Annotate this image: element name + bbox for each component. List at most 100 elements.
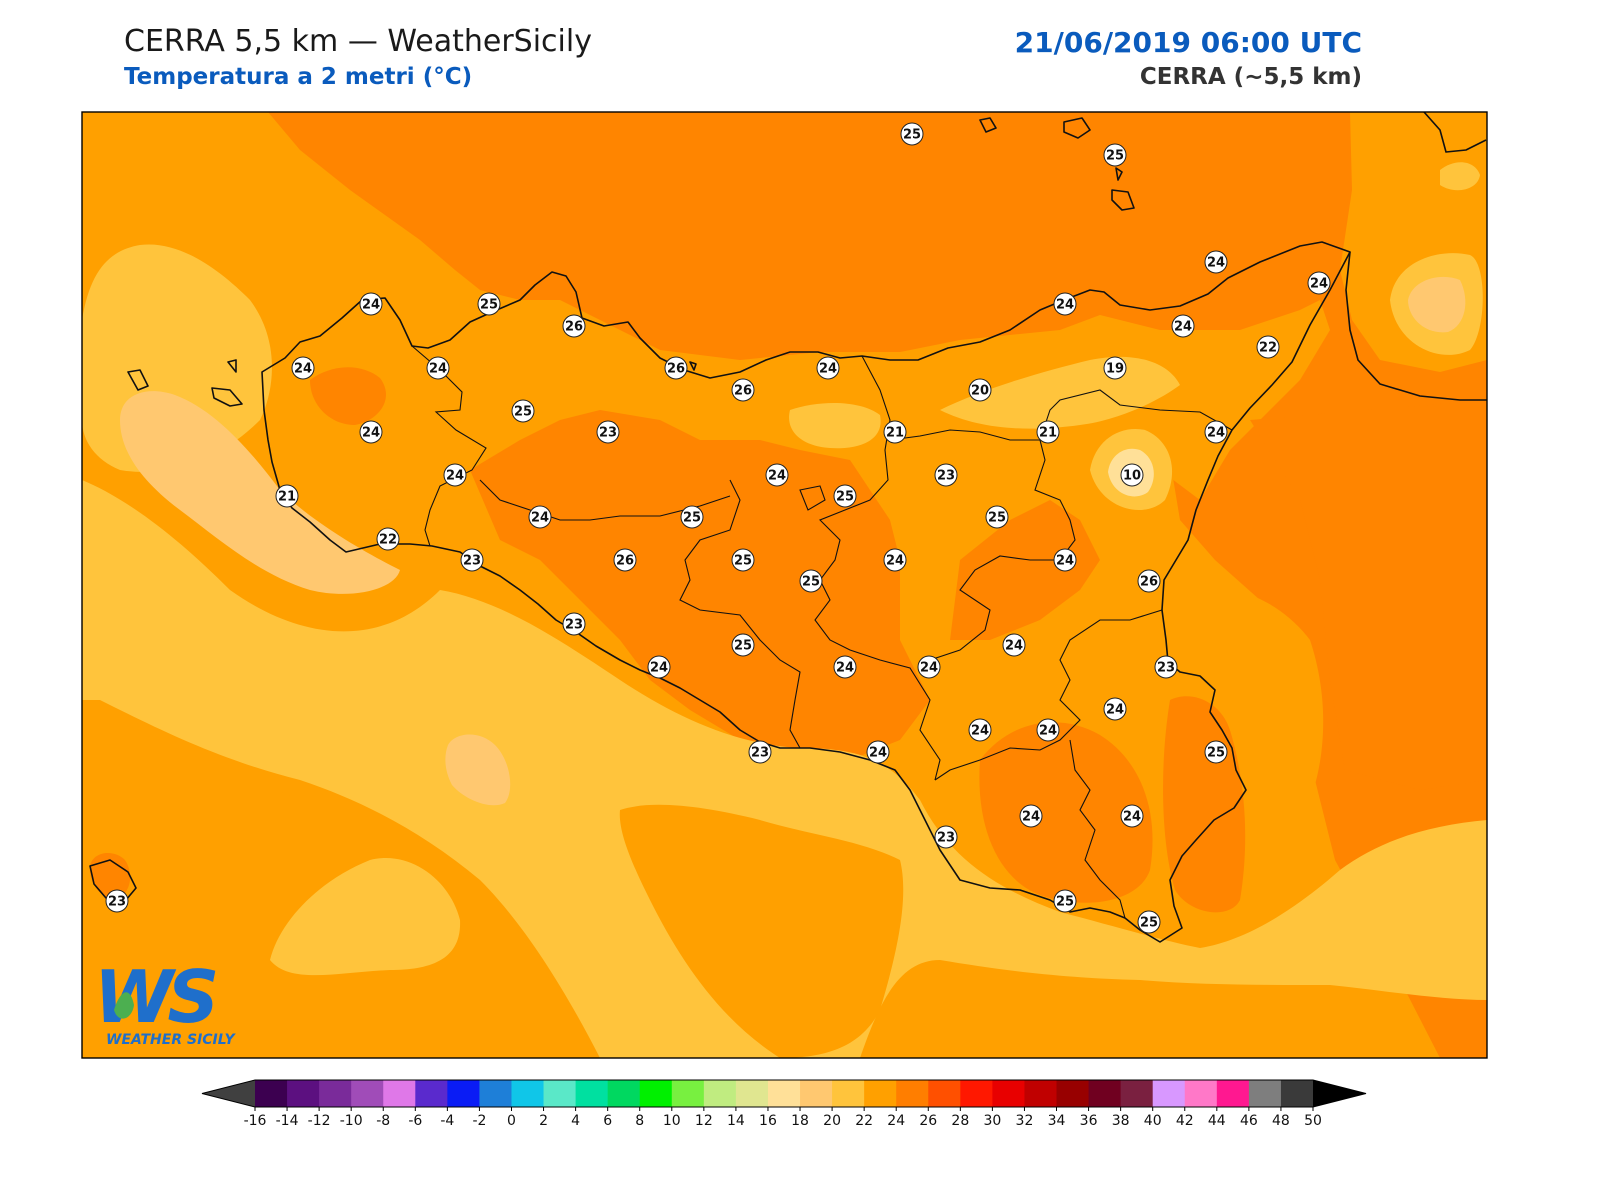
colorbar-tick-label: 8 (635, 1113, 644, 1129)
border-small-enclave (799, 485, 826, 511)
station-circle (1103, 697, 1127, 721)
station-value: 24 (1056, 554, 1074, 569)
colorbar-swatch (1248, 1080, 1282, 1107)
station-value: 24 (1106, 703, 1124, 718)
calabria-coast (1345, 112, 1487, 401)
station-circle (1103, 143, 1127, 167)
malta-island (89, 859, 137, 901)
colorbar-tick-label: 28 (951, 1113, 969, 1129)
station-value: 23 (565, 618, 583, 633)
station-marker: 24 (866, 740, 890, 764)
station-value: 24 (1207, 256, 1225, 271)
colorbar-tick-label: -10 (340, 1113, 363, 1129)
colorbar-swatch (992, 1080, 1026, 1107)
colorbar-swatch (864, 1080, 897, 1107)
station-value: 24 (1039, 724, 1057, 739)
station-circle (647, 655, 671, 679)
station-marker: 25 (511, 399, 535, 423)
station-marker: 24 (968, 718, 992, 742)
sicily-coastline (261, 241, 1351, 943)
station-value: 24 (362, 298, 380, 313)
colorbar-swatch (1024, 1080, 1058, 1107)
station-value: 25 (734, 554, 752, 569)
field-interior-east-24 (950, 500, 1100, 640)
coastline-layer (89, 112, 1487, 943)
field-interior-24 (470, 410, 930, 760)
station-value: 24 (819, 362, 837, 377)
colorbar-tick-label: 42 (1176, 1113, 1194, 1129)
colorbar-swatch (1184, 1080, 1218, 1107)
colorbar-swatch (832, 1080, 865, 1107)
station-marker: 23 (934, 463, 958, 487)
station-circle (1019, 804, 1043, 828)
colorbar-swatch (767, 1080, 801, 1107)
border-messina-catania (1039, 389, 1233, 441)
station-circle (1053, 292, 1077, 316)
station-value: 23 (1157, 661, 1175, 676)
station-value: 23 (937, 469, 955, 484)
field-west-sea-18 (120, 391, 400, 594)
station-circle (917, 655, 941, 679)
station-value: 24 (836, 661, 854, 676)
station-circle (275, 484, 299, 508)
station-circle (833, 655, 857, 679)
station-value: 25 (480, 298, 498, 313)
colorbar-swatch (1056, 1080, 1090, 1107)
station-value: 25 (734, 639, 752, 654)
colorbar-tick-label: -12 (308, 1113, 331, 1129)
station-marker: 23 (460, 548, 484, 572)
logo-monogram: WS (94, 955, 215, 1039)
colorbar-tick-label: 44 (1208, 1113, 1226, 1129)
station-value: 25 (514, 405, 532, 420)
colorbar-swatch (447, 1080, 481, 1107)
station-marker: 24 (1053, 292, 1077, 316)
station-marker: 23 (596, 420, 620, 444)
station-value: 26 (616, 554, 634, 569)
station-circle (460, 548, 484, 572)
colorbar-tick-label: -6 (408, 1113, 422, 1129)
station-circle (1204, 250, 1228, 274)
station-marker: 23 (1154, 655, 1178, 679)
station-marker: 24 (1171, 314, 1195, 338)
field-west-20 (789, 403, 881, 449)
station-marker: 21 (883, 420, 907, 444)
station-value: 20 (971, 384, 989, 399)
station-value: 22 (379, 533, 397, 548)
field-ne-top-20 (1440, 162, 1480, 191)
model-label: CERRA (~5,5 km) (1139, 64, 1362, 90)
colorbar-swatch (255, 1080, 288, 1107)
station-circle (934, 825, 958, 849)
colorbar-swatch (511, 1080, 545, 1107)
station-value: 23 (599, 426, 617, 441)
station-value: 24 (1005, 639, 1023, 654)
station-marker: 24 (426, 356, 450, 380)
station-value: 25 (1207, 746, 1225, 761)
station-circle (1137, 910, 1161, 934)
field-south-sea-18 (445, 734, 511, 806)
field-malta-24 (89, 853, 131, 900)
station-value: 21 (278, 490, 296, 505)
station-marker: 24 (359, 420, 383, 444)
station-marker: 25 (731, 548, 755, 572)
colorbar-swatch (1120, 1080, 1154, 1107)
station-marker: 26 (731, 378, 755, 402)
colorbar-tick-label: 46 (1240, 1113, 1258, 1129)
station-circle (883, 548, 907, 572)
station-marker: 24 (291, 356, 315, 380)
station-marker: 22 (376, 527, 400, 551)
field-south-sea-20 (82, 480, 1487, 1058)
station-value: 24 (869, 746, 887, 761)
station-marker: 24 (528, 505, 552, 529)
station-value: 23 (463, 554, 481, 569)
colorbar-swatch (319, 1080, 352, 1107)
map-subtitle: Temperatura a 2 metri (°C) (124, 64, 473, 90)
station-value: 21 (1039, 426, 1057, 441)
colorbar-tick-label: -4 (440, 1113, 454, 1129)
station-value: 24 (886, 554, 904, 569)
station-circle (1120, 804, 1144, 828)
station-circle (1103, 356, 1127, 380)
colorbar-swatch (1088, 1080, 1122, 1107)
station-marker: 24 (1103, 697, 1127, 721)
station-marker: 21 (1036, 420, 1060, 444)
station-value: 26 (734, 384, 752, 399)
